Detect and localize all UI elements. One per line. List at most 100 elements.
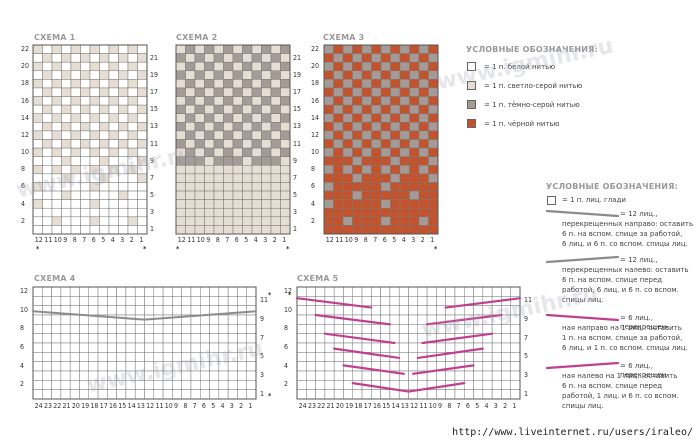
chart-cell	[261, 199, 272, 209]
chart-cell	[371, 104, 382, 114]
chart-cell	[70, 53, 81, 63]
chart-cell	[204, 190, 215, 200]
chart-cell	[261, 122, 272, 132]
chart-cell	[323, 113, 334, 123]
chart-cell	[134, 324, 145, 334]
chart-cell	[399, 87, 410, 97]
chart-cell	[70, 225, 81, 235]
chart-cell	[261, 79, 272, 89]
col-label: 20	[335, 402, 344, 410]
chart-cell	[42, 333, 52, 344]
chart-cell	[61, 130, 72, 140]
chart-cell	[361, 173, 372, 183]
chart-cell	[242, 225, 253, 235]
chart-cell	[242, 122, 253, 132]
chart-cell	[418, 79, 429, 89]
row-label: 15	[293, 105, 302, 114]
chart-cell	[361, 44, 372, 54]
legend-label: работой, 6 лиц. и 6 п. со вспом.	[562, 286, 679, 294]
chart-cell	[194, 147, 205, 157]
chart-cell	[261, 165, 272, 175]
chart-cell	[51, 225, 62, 235]
chart-cell	[118, 70, 129, 80]
chart-cell	[361, 216, 372, 226]
chart-cell	[42, 370, 52, 381]
chart-cell	[181, 296, 192, 306]
chart-cell	[70, 122, 81, 132]
row-label: 9	[524, 315, 529, 323]
chart-cell	[172, 389, 182, 400]
chart-cell	[323, 225, 334, 235]
chart-cell	[242, 44, 253, 54]
chart-cell	[32, 296, 43, 306]
chart-cell	[445, 286, 456, 297]
chart-cell	[137, 79, 148, 89]
chart-cell	[371, 44, 382, 54]
chart-cell	[333, 44, 344, 54]
chart-cell	[194, 61, 205, 72]
chart-cell	[175, 190, 186, 200]
chart-cell	[223, 96, 234, 106]
chart-cell	[116, 352, 127, 362]
row-label: 15	[150, 105, 159, 114]
chart-cell	[390, 44, 401, 54]
chart-cell	[333, 173, 344, 183]
cable-stitch	[416, 347, 484, 360]
chart-cell	[232, 165, 243, 175]
chart-cell	[118, 190, 129, 200]
chart-cell	[118, 104, 129, 114]
chart-cell	[162, 314, 173, 325]
row-label: 2	[20, 380, 25, 389]
col-label: 15	[382, 402, 391, 410]
chart-cell	[399, 104, 410, 114]
chart-cell	[99, 122, 110, 132]
start-star: *	[434, 245, 438, 253]
chart-cell	[409, 156, 420, 166]
chart-cell	[181, 333, 192, 344]
chart-cell	[242, 199, 253, 209]
chart-cell	[200, 380, 210, 390]
chart-cell	[261, 70, 272, 80]
chart-cell	[380, 130, 391, 140]
chart-cell	[473, 361, 484, 372]
chart-cell	[69, 380, 80, 390]
chart-cell	[204, 87, 215, 97]
col-label: 1	[248, 402, 253, 410]
chart-cell	[137, 190, 148, 200]
chart-cell	[108, 87, 119, 97]
chart-cell	[89, 190, 100, 200]
chart-cell	[408, 342, 419, 353]
chart-cell	[361, 104, 372, 114]
chart-cell	[242, 104, 253, 114]
chart-cell	[390, 70, 401, 80]
chart-cell	[137, 61, 148, 72]
row-label: 8	[311, 165, 316, 174]
chart-cell	[118, 61, 129, 72]
chart-cell	[426, 305, 437, 316]
chart-cell	[352, 165, 363, 175]
chart-cell	[333, 305, 344, 316]
chart-cell	[89, 70, 100, 80]
footer-url[interactable]: http://www.liveinternet.ru/users/iraleo/	[452, 427, 693, 438]
chart-cell	[270, 173, 281, 183]
chart-cell	[42, 130, 53, 140]
chart-cell	[510, 324, 521, 334]
chart-cell	[108, 113, 119, 123]
chart-cell	[409, 96, 420, 106]
col-label: 12	[34, 236, 43, 244]
chart-cell	[99, 216, 110, 226]
chart-cell	[270, 87, 281, 97]
chart-cell	[42, 147, 53, 157]
chart-cell	[342, 182, 353, 192]
chart-cell	[428, 147, 439, 157]
chart-cell	[61, 44, 72, 54]
chart-cell	[232, 79, 243, 89]
chart-cell	[134, 342, 145, 353]
chart-cell	[88, 296, 99, 306]
chart-cell	[213, 216, 224, 226]
col-label: 12	[325, 236, 334, 244]
chart-cell	[194, 216, 205, 226]
chart-cell	[194, 173, 205, 183]
chart-cell	[333, 87, 344, 97]
chart-cell	[371, 182, 382, 192]
